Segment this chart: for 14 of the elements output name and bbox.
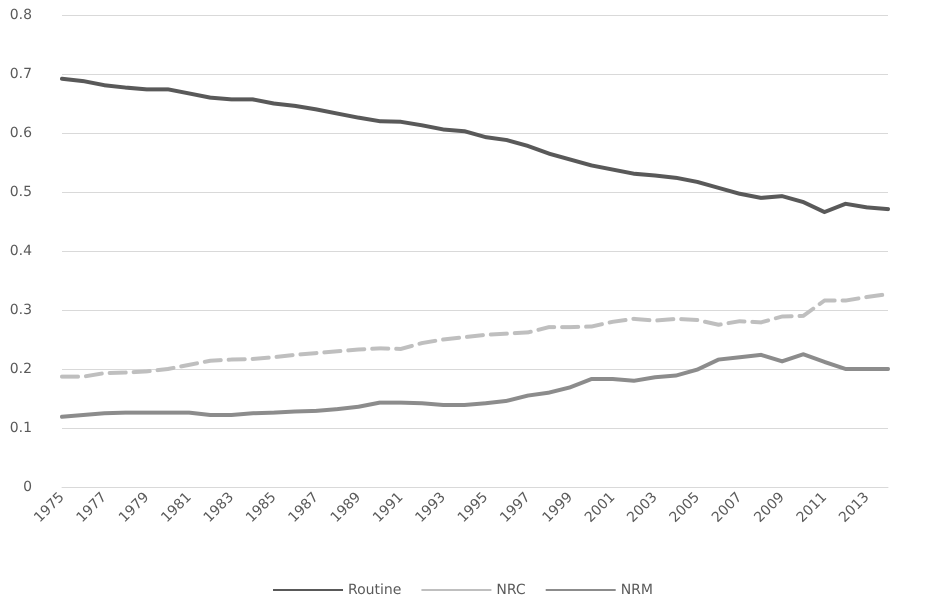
y-tick-label: 0.7 xyxy=(10,66,32,82)
y-tick-label: 0.5 xyxy=(10,184,32,200)
legend-label: NRM xyxy=(620,582,653,598)
y-tick-label: 0.4 xyxy=(10,243,32,259)
y-tick-label: 0.8 xyxy=(10,7,32,23)
line-series xyxy=(60,76,890,214)
y-tick-label: 0 xyxy=(23,479,32,495)
legend-label: NRC xyxy=(496,582,526,598)
y-tick-label: 0.2 xyxy=(10,361,32,377)
line-series xyxy=(60,352,890,419)
legend-label: Routine xyxy=(348,582,402,598)
y-tick-label: 0.6 xyxy=(10,125,32,141)
y-tick-label: 0.1 xyxy=(10,420,32,436)
y-tick-label: 0.3 xyxy=(10,302,32,318)
